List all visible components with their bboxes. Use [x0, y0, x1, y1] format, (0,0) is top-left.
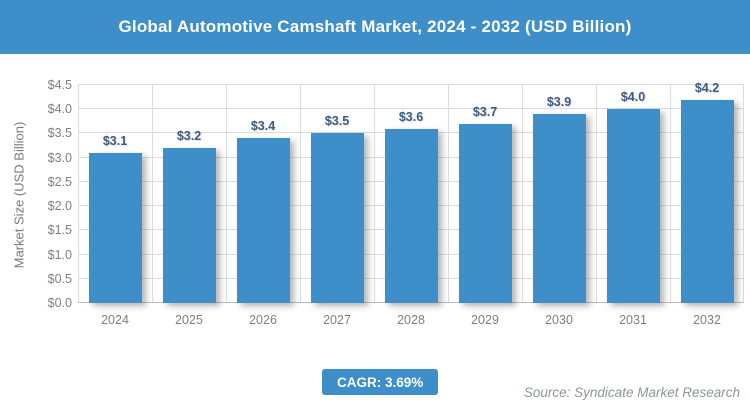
- y-tick-label: $0.0: [47, 296, 72, 310]
- h-gridline: [78, 84, 744, 85]
- v-gridline: [596, 85, 597, 303]
- bar: [532, 114, 586, 303]
- bar-value-label: $3.9: [546, 95, 572, 110]
- bar-value-label: $4.2: [694, 80, 720, 95]
- y-tick-label: $4.0: [47, 102, 72, 117]
- bar-value-label: $3.5: [324, 114, 350, 129]
- y-tick-label: $1.5: [47, 223, 72, 238]
- y-tick-label: $2.5: [47, 174, 72, 189]
- x-tick-label: 2028: [397, 313, 425, 327]
- v-gridline: [374, 85, 375, 303]
- v-gridline: [78, 85, 79, 303]
- cagr-label: CAGR: 3.69%: [337, 374, 424, 390]
- bar: [606, 109, 660, 303]
- y-tick-label: $4.5: [47, 78, 72, 92]
- v-gridline: [152, 85, 153, 303]
- plot-area: $3.1 $3.2 $3.4 $3.5 $3.6 $3.7 $3.9 $4.0 $4.2: [78, 81, 744, 303]
- bar-value-label: $3.6: [398, 109, 424, 124]
- bar-value-label: $3.2: [176, 128, 202, 143]
- bar: [384, 128, 438, 303]
- y-axis-title: Market Size (USD Billion): [11, 121, 27, 269]
- x-tick-label: 2027: [323, 313, 351, 327]
- bar-value-label: $4.0: [620, 90, 646, 105]
- bar: [236, 138, 290, 303]
- bar: [310, 133, 364, 303]
- y-tick-label: $1.0: [47, 247, 72, 262]
- x-tick-label: 2029: [471, 313, 499, 327]
- y-tick-label: $2.0: [47, 199, 72, 214]
- y-tick-label: $0.5: [47, 271, 72, 286]
- y-tick-label: $3.5: [47, 126, 72, 141]
- chart-title-bar: Global Automotive Camshaft Market, 2024 …: [0, 0, 750, 54]
- x-tick-label: 2024: [101, 313, 129, 327]
- h-gridline: [78, 108, 744, 110]
- v-gridline: [448, 85, 449, 303]
- bar-value-label: $3.4: [250, 119, 276, 134]
- bar: [680, 99, 734, 303]
- bar-value-label: $3.7: [472, 104, 498, 119]
- v-gridline: [670, 85, 671, 303]
- bar: [88, 152, 142, 303]
- bar: [162, 147, 216, 303]
- x-tick-label: 2031: [619, 313, 647, 327]
- v-gridline: [522, 85, 523, 303]
- x-tick-label: 2025: [175, 313, 203, 327]
- x-tick-label: 2032: [693, 313, 721, 327]
- bar: [458, 123, 512, 303]
- x-tick-label: 2026: [249, 313, 277, 327]
- y-tick-label: $3.0: [47, 150, 72, 165]
- v-gridline: [226, 85, 227, 303]
- bar-value-label: $3.1: [102, 133, 128, 148]
- chart-title: Global Automotive Camshaft Market, 2024 …: [118, 17, 632, 36]
- v-gridline: [300, 85, 301, 303]
- v-gridline: [743, 85, 744, 303]
- cagr-badge: CAGR: 3.69%: [322, 369, 439, 395]
- source-credit: Source: Syndicate Market Research: [523, 385, 740, 400]
- x-tick-label: 2030: [545, 313, 573, 327]
